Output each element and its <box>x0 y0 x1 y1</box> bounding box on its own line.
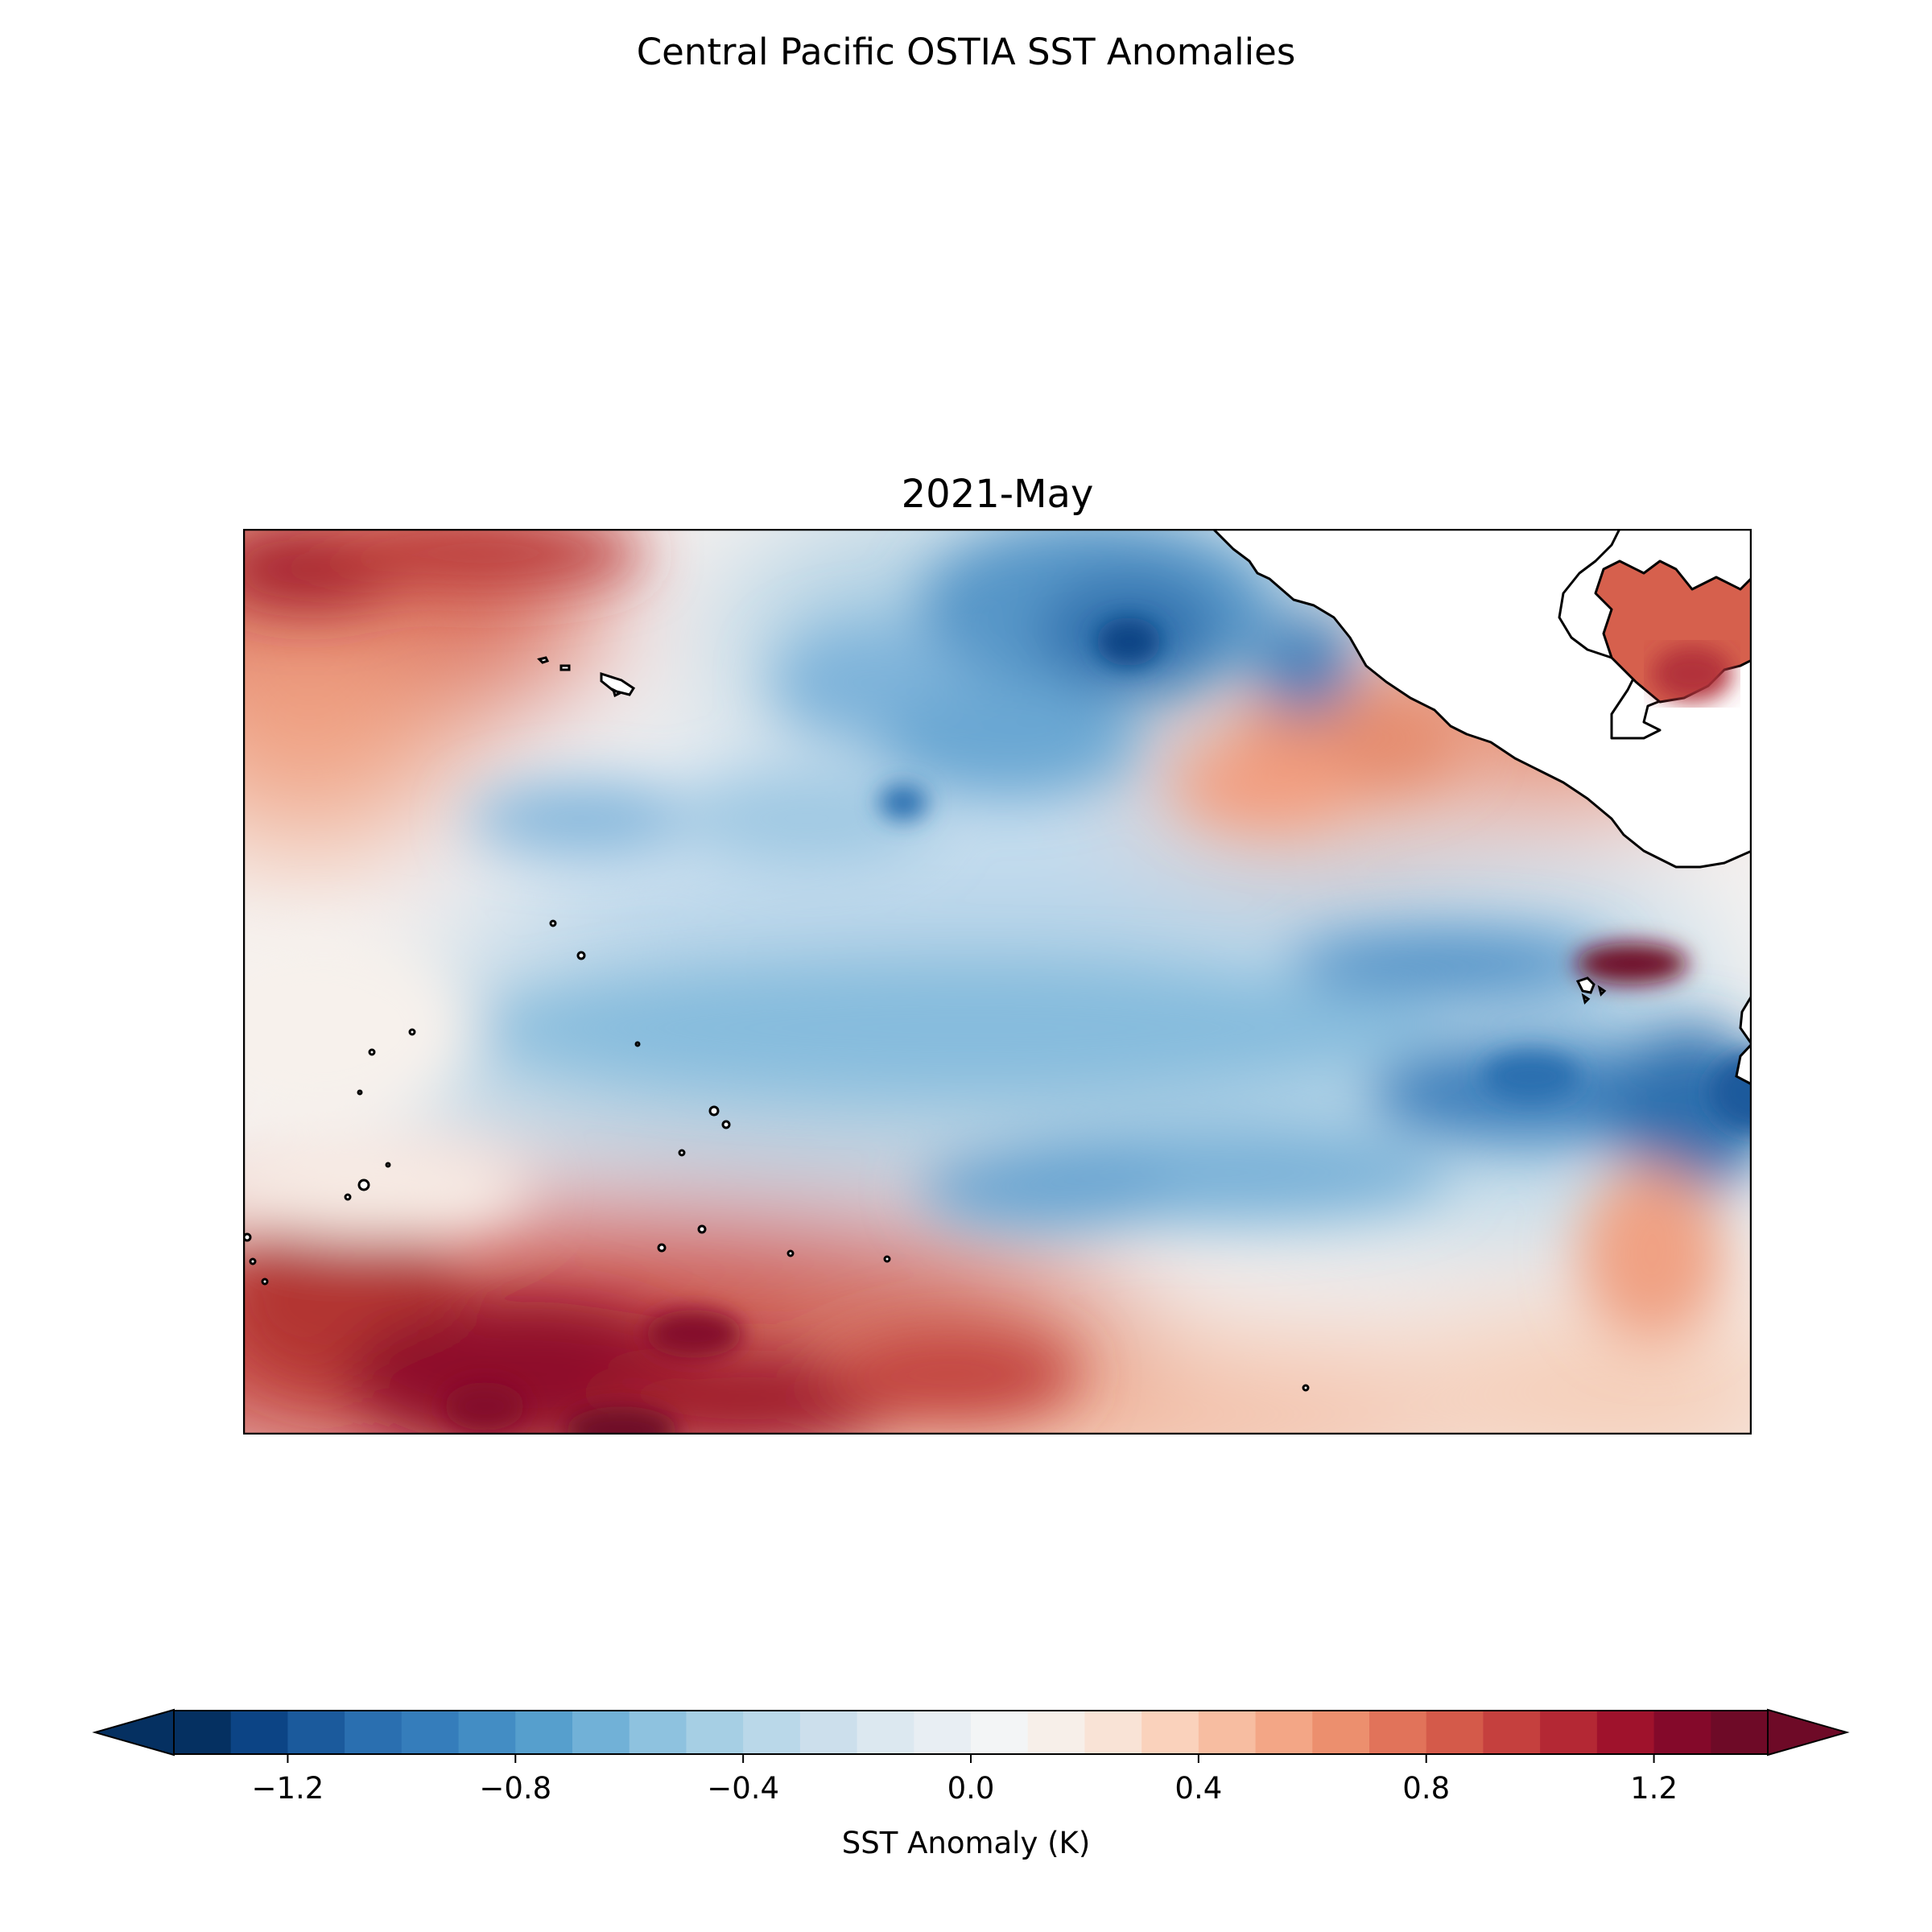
colorbar-tick-label: 0.4 <box>1174 1771 1223 1806</box>
colorbar-segment <box>1711 1710 1769 1755</box>
colorbar-segment <box>914 1710 972 1755</box>
land-south-america <box>1735 993 1752 1086</box>
colorbar-segment <box>401 1710 460 1755</box>
colorbar-outline <box>173 1710 1769 1755</box>
colorbar <box>92 1708 1850 1763</box>
map-border <box>243 529 1752 1435</box>
colorbar-segment <box>1141 1710 1199 1755</box>
colorbar-segment <box>1027 1710 1086 1755</box>
colorbar-segment <box>230 1710 289 1755</box>
colorbar-tick-label: 1.2 <box>1630 1771 1678 1806</box>
colorbar-segment <box>174 1710 232 1755</box>
colorbar-segment <box>515 1710 573 1755</box>
colorbar-segment <box>1426 1710 1484 1755</box>
colorbar-segment <box>1596 1710 1655 1755</box>
colorbar-tick-label: −0.8 <box>479 1771 552 1806</box>
anomaly-sharp-layer <box>444 617 1752 1435</box>
colorbar-label: SST Anomaly (K) <box>841 1826 1091 1860</box>
colorbar-segment <box>629 1710 687 1755</box>
colorbar-tick-label: −1.2 <box>251 1771 324 1806</box>
colorbar-segment <box>1255 1710 1313 1755</box>
colorbar-segment <box>1084 1710 1142 1755</box>
colorbar-segment <box>1653 1710 1711 1755</box>
colorbar-min-extension <box>92 1708 175 1757</box>
hawaiian-islands <box>537 656 636 698</box>
colorbar-segment <box>1540 1710 1598 1755</box>
colorbar-segment <box>1198 1710 1257 1755</box>
colorbar-segment <box>458 1710 516 1755</box>
panel-title: 2021-May <box>901 472 1094 517</box>
colorbar-segment <box>743 1710 801 1755</box>
anomaly-field <box>243 529 1752 1435</box>
colorbar-segment <box>686 1710 744 1755</box>
colorbar-segment <box>572 1710 630 1755</box>
figure-title: Central Pacific OSTIA SST Anomalies <box>636 31 1296 73</box>
colorbar-segment <box>287 1710 345 1755</box>
galapagos-islands <box>1575 976 1607 1005</box>
colorbar-segment <box>857 1710 914 1755</box>
colorbar-tick-label: 0.8 <box>1402 1771 1451 1806</box>
colorbar-segment <box>799 1710 858 1755</box>
colorbar-segments <box>174 1710 1769 1755</box>
colorbar-segment <box>971 1710 1029 1755</box>
colorbar-segment <box>1369 1710 1427 1755</box>
sst-anomaly-map <box>243 529 1752 1435</box>
colorbar-segment <box>1312 1710 1370 1755</box>
colorbar-max-extension <box>1767 1708 1850 1757</box>
colorbar-tick-label: 0.0 <box>947 1771 995 1806</box>
colorbar-segment <box>1483 1710 1541 1755</box>
colorbar-segment <box>345 1710 402 1755</box>
colorbar-tick-label: −0.4 <box>707 1771 780 1806</box>
